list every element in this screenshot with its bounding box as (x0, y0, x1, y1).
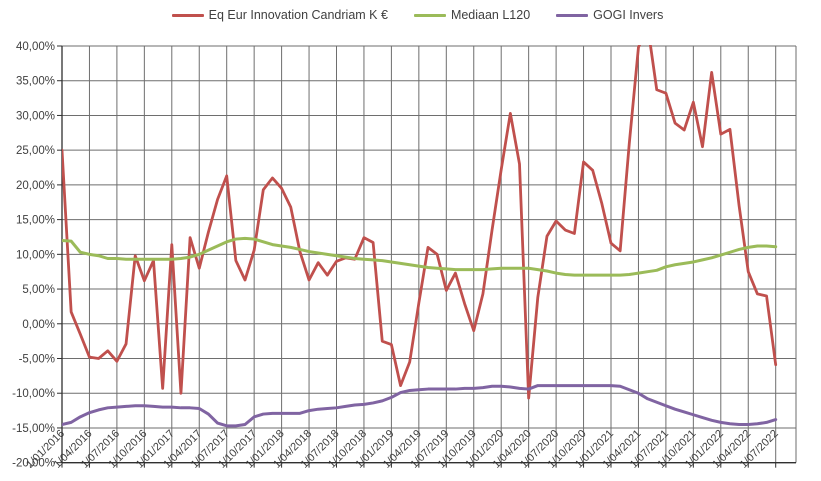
series-line-0[interactable] (62, 25, 778, 400)
legend-label: Mediaan L120 (450, 8, 531, 22)
legend-label: Eq Eur Innovation Candriam K € (208, 8, 388, 22)
series-line-2[interactable] (62, 384, 778, 428)
y-tick-label: 5,00% (22, 284, 55, 296)
y-tick-label: -10,00% (12, 388, 55, 400)
y-tick-label: 0,00% (22, 319, 55, 331)
y-tick-label: 15,00% (16, 215, 55, 227)
legend-label: GOGI Invers (593, 8, 664, 22)
y-tick-label: 10,00% (16, 249, 55, 261)
legend-item-0[interactable]: Eq Eur Innovation Candriam K € (171, 8, 388, 22)
y-tick-label: 20,00% (16, 180, 55, 192)
legend-line-swatch (171, 13, 204, 17)
legend-item-2[interactable]: GOGI Invers (556, 8, 663, 22)
series-line-1[interactable] (62, 236, 778, 277)
y-tick-label: -20,00% (12, 458, 55, 470)
y-tick-label: 40,00% (16, 41, 55, 53)
legend-line-swatch (413, 13, 446, 17)
y-tick-label: -15,00% (12, 423, 55, 435)
y-tick-label: -5,00% (19, 354, 55, 366)
y-tick-label: 35,00% (16, 76, 55, 88)
y-tick-label: 30,00% (16, 110, 55, 122)
legend-item-1[interactable]: Mediaan L120 (413, 8, 531, 22)
legend-line-swatch (556, 13, 589, 17)
legend: Eq Eur Innovation Candriam K € Mediaan L1… (14, 8, 821, 22)
y-tick-label: 25,00% (16, 145, 55, 157)
